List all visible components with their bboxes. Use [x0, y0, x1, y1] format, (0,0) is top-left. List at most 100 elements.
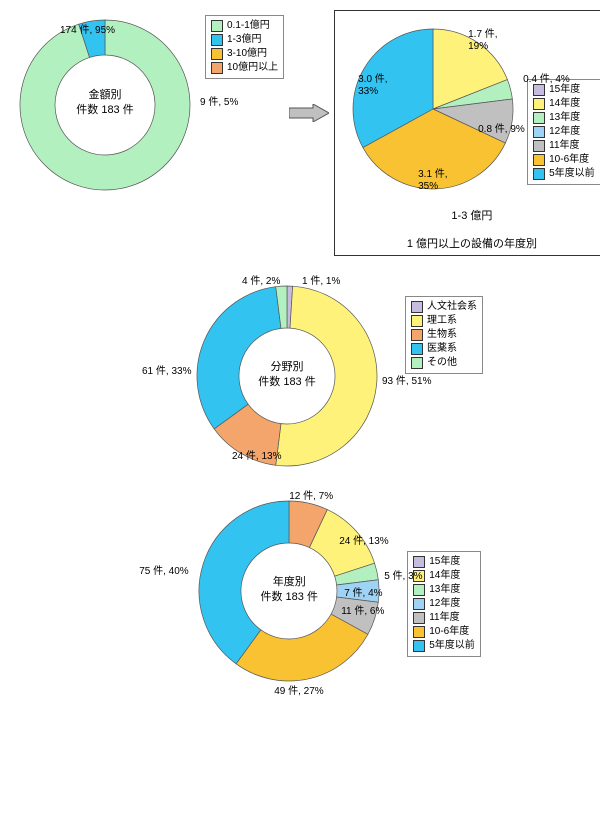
legend-item: 10-6年度: [413, 625, 475, 639]
slice-label: 75 件, 40%: [139, 566, 188, 578]
legend-item: 3-10億円: [211, 47, 278, 61]
chart2-caption1: 1-3 億円: [343, 207, 600, 223]
legend-swatch: [211, 34, 223, 46]
legend-swatch: [413, 584, 425, 596]
slice-label: 61 件, 33%: [142, 366, 191, 378]
legend-swatch: [533, 168, 545, 180]
legend-swatch: [533, 154, 545, 166]
legend-text: 13年度: [549, 111, 580, 125]
legend-text: 1-3億円: [227, 33, 261, 47]
slice-label: 24 件, 13%: [339, 536, 388, 548]
slice-label: 4 件, 2%: [242, 276, 280, 288]
legend-item: 12年度: [413, 597, 475, 611]
chart4-box: 年度別 件数 183 件 12 件, 7%24 件, 13%5 件, 3%7 件…: [179, 491, 399, 691]
legend-text: 生物系: [427, 328, 457, 342]
legend-swatch: [411, 301, 423, 313]
chart3-center: 分野別 件数 183 件: [187, 360, 387, 391]
legend-text: 人文社会系: [427, 300, 477, 314]
slice-label: 9 件, 5%: [200, 97, 238, 109]
slice-label: 11 件, 6%: [341, 606, 384, 618]
legend-swatch: [211, 48, 223, 60]
legend-text: 10-6年度: [549, 153, 589, 167]
row-3: 年度別 件数 183 件 12 件, 7%24 件, 13%5 件, 3%7 件…: [70, 491, 590, 691]
legend-text: 5年度以前: [429, 639, 475, 653]
legend-swatch: [413, 640, 425, 652]
legend-text: 13年度: [429, 583, 460, 597]
arrow-icon: [289, 104, 329, 122]
legend-text: その他: [427, 356, 457, 370]
chart1-sub: 件数 183 件: [10, 103, 200, 118]
legend-item: 5年度以前: [533, 167, 595, 181]
legend-item: 1-3億円: [211, 33, 278, 47]
legend-text: 3-10億円: [227, 47, 267, 61]
slice-label: 0.4 件, 4%: [523, 74, 570, 86]
chart2-box: 1.7 件,19%0.4 件, 4%0.8 件, 9%3.1 件,35%3.0 …: [343, 19, 523, 199]
slice-label: 174 件, 95%: [60, 25, 115, 37]
legend-item: 14年度: [533, 97, 595, 111]
slice: [236, 614, 368, 681]
legend-item: 11年度: [413, 611, 475, 625]
legend-swatch: [533, 140, 545, 152]
legend-item: 15年度: [413, 555, 475, 569]
row-1: 金額別 件数 183 件 174 件, 95%9 件, 5% 0.1-1億円1-…: [10, 10, 590, 256]
chart3-sub: 件数 183 件: [187, 375, 387, 390]
legend-swatch: [413, 612, 425, 624]
legend-item: 理工系: [411, 314, 477, 328]
chart3-title: 分野別: [187, 360, 387, 375]
legend-swatch: [533, 126, 545, 138]
slice: [197, 287, 281, 429]
legend-text: 10億円以上: [227, 61, 278, 75]
slice-label: 1.7 件,19%: [468, 29, 497, 53]
legend-item: 12年度: [533, 125, 595, 139]
legend-swatch: [411, 357, 423, 369]
legend-item: 13年度: [413, 583, 475, 597]
legend-swatch: [211, 20, 223, 32]
legend-swatch: [413, 556, 425, 568]
legend-item: 医薬系: [411, 342, 477, 356]
legend-swatch: [413, 626, 425, 638]
chart3-box: 分野別 件数 183 件 1 件, 1%93 件, 51%24 件, 13%61…: [177, 276, 397, 476]
legend-text: 0.1-1億円: [227, 19, 270, 33]
chart2-caption2: 1 億円以上の設備の年度別: [343, 235, 600, 251]
slice-label: 7 件, 4%: [344, 588, 382, 600]
slice-label: 12 件, 7%: [289, 491, 333, 503]
legend-item: 0.1-1億円: [211, 19, 278, 33]
chart1-legend: 0.1-1億円1-3億円3-10億円10億円以上: [205, 15, 284, 79]
legend-text: 12年度: [549, 125, 580, 139]
slice-label: 93 件, 51%: [382, 376, 431, 388]
legend-item: 人文社会系: [411, 300, 477, 314]
legend-text: 15年度: [429, 555, 460, 569]
chart2-legend: 15年度14年度13年度12年度11年度10-6年度5年度以前: [527, 79, 600, 185]
legend-swatch: [533, 98, 545, 110]
chart3-legend: 人文社会系理工系生物系医薬系その他: [405, 296, 483, 374]
slice-label: 24 件, 13%: [232, 451, 281, 463]
legend-swatch: [411, 343, 423, 355]
chart1-box: 金額別 件数 183 件 174 件, 95%9 件, 5%: [10, 10, 200, 200]
slice-label: 5 件, 3%: [384, 571, 422, 583]
legend-text: 11年度: [429, 611, 459, 625]
legend-text: 12年度: [429, 597, 460, 611]
slice-label: 0.8 件, 9%: [478, 124, 525, 136]
slice-label: 1 件, 1%: [302, 276, 340, 288]
legend-swatch: [411, 329, 423, 341]
legend-text: 5年度以前: [549, 167, 595, 181]
legend-item: その他: [411, 356, 477, 370]
legend-swatch: [411, 315, 423, 327]
panel-right: 1.7 件,19% 0.4 件, 4% 0.8 件, 9% 3.1 件,35% 3.0 …: [334, 10, 600, 256]
legend-text: 理工系: [427, 314, 457, 328]
chart1-title: 金額別: [10, 88, 200, 103]
legend-item: 5年度以前: [413, 639, 475, 653]
legend-text: 14年度: [549, 97, 580, 111]
legend-item: 11年度: [533, 139, 595, 153]
chart4-legend: 15年度14年度13年度12年度11年度10-6年度5年度以前: [407, 551, 481, 657]
slice-label: 3.0 件,33%: [358, 74, 387, 98]
slice-label: 49 件, 27%: [274, 686, 323, 698]
slice-label: 3.1 件,35%: [418, 169, 447, 193]
legend-item: 生物系: [411, 328, 477, 342]
legend-item: 10-6年度: [533, 153, 595, 167]
legend-swatch: [413, 598, 425, 610]
chart1-center: 金額別 件数 183 件: [10, 88, 200, 119]
legend-item: 13年度: [533, 111, 595, 125]
legend-text: 医薬系: [427, 342, 457, 356]
legend-item: 10億円以上: [211, 61, 278, 75]
